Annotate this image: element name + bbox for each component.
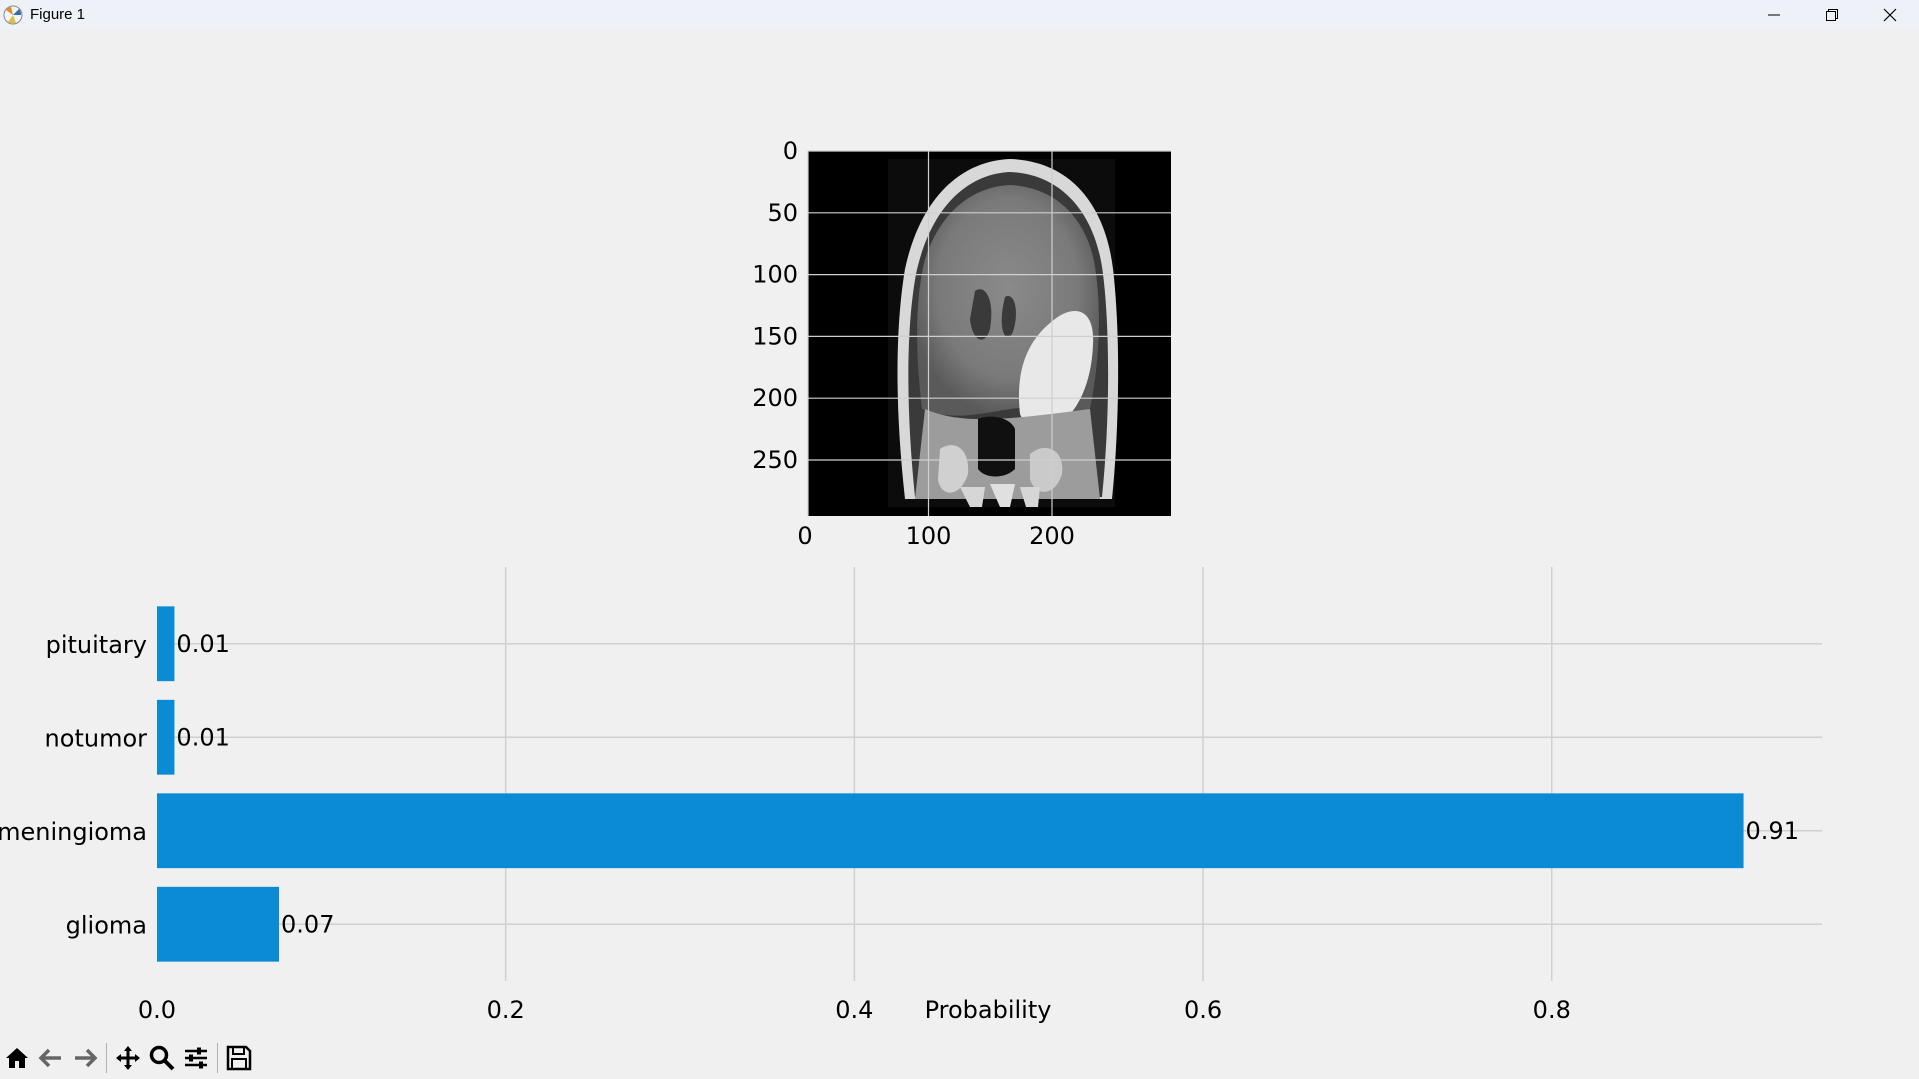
- forward-icon: [75, 1048, 98, 1067]
- home-button[interactable]: [0, 1041, 34, 1075]
- home-icon: [6, 1047, 28, 1068]
- category-label-meningioma: meningioma: [0, 818, 147, 846]
- bar-notumor: [157, 699, 175, 775]
- bar-pituitary: [157, 606, 175, 682]
- mri-ytick-label: 0: [783, 137, 798, 165]
- toolbar-separator: [106, 1042, 107, 1073]
- x-tick-label: 0.6: [1184, 996, 1222, 1024]
- bar-meningioma: [157, 793, 1744, 869]
- pan-icon: [116, 1045, 140, 1070]
- navigation-toolbar: [0, 1036, 1919, 1079]
- data-label-glioma: 0.07: [281, 910, 334, 938]
- toolbar-separator: [217, 1042, 218, 1073]
- bar-chart-bars: [157, 606, 1744, 962]
- back-icon: [38, 1048, 61, 1067]
- x-axis-label: Probability: [925, 996, 1052, 1024]
- data-label-notumor: 0.01: [176, 723, 229, 751]
- save-icon: [226, 1045, 252, 1070]
- forward-button[interactable]: [68, 1041, 102, 1075]
- zoom-icon: [149, 1045, 175, 1070]
- probability-bar-chart: 0.0 0.2 0.4 0.6 0.8 0.07 glioma 0.91 meningioma 0…: [0, 567, 1822, 1024]
- x-tick-label: 0.8: [1533, 996, 1571, 1024]
- figure-canvas: 0 50 100 150 200 250 0 100 200 0.0 0.2 0.4…: [0, 137, 1822, 1024]
- mri-xtick-label: 0: [797, 522, 812, 550]
- matplotlib-app-icon: [3, 5, 23, 24]
- data-label-pituitary: 0.01: [176, 630, 229, 658]
- mri-xtick-label: 200: [1029, 522, 1075, 550]
- minimize-icon: [1768, 14, 1780, 15]
- mri-ytick-label: 200: [752, 384, 798, 412]
- close-icon: [1883, 8, 1897, 21]
- category-label-notumor: notumor: [45, 724, 148, 752]
- configure-button[interactable]: [179, 1041, 213, 1075]
- close-button[interactable]: [1861, 0, 1919, 29]
- mri-ytick-label: 50: [767, 199, 798, 227]
- mri-image-panel: 0 50 100 150 200 250 0 100 200: [752, 137, 1171, 550]
- restore-icon: [1826, 8, 1838, 21]
- mri-grid: [807, 150, 1171, 516]
- bar-chart-grid: [157, 567, 1822, 981]
- category-label-glioma: glioma: [66, 911, 147, 939]
- restore-button[interactable]: [1803, 0, 1861, 29]
- mri-ytick-label: 100: [752, 261, 798, 289]
- x-tick-label: 0.4: [835, 996, 873, 1024]
- pan-button[interactable]: [111, 1041, 145, 1075]
- x-tick-label: 0.2: [487, 996, 525, 1024]
- data-label-meningioma: 0.91: [1746, 817, 1799, 845]
- mri-ytick-label: 250: [752, 446, 798, 474]
- bar-glioma: [157, 886, 280, 962]
- configure-icon: [185, 1047, 207, 1068]
- bar-chart-labels: 0.0 0.2 0.4 0.6 0.8 0.07 glioma 0.91 meningioma 0…: [0, 630, 1799, 1024]
- window-titlebar: Figure 1: [0, 0, 1919, 29]
- category-label-pituitary: pituitary: [46, 631, 147, 659]
- minimize-button[interactable]: [1745, 0, 1803, 29]
- mri-xtick-label: 100: [906, 522, 952, 550]
- mri-tumor: [1018, 311, 1094, 430]
- zoom-button[interactable]: [145, 1041, 179, 1075]
- x-tick-label: 0.0: [138, 996, 176, 1024]
- back-button[interactable]: [34, 1041, 68, 1075]
- save-button[interactable]: [222, 1041, 256, 1075]
- window-title: Figure 1: [30, 6, 86, 23]
- mri-ytick-label: 150: [752, 322, 798, 350]
